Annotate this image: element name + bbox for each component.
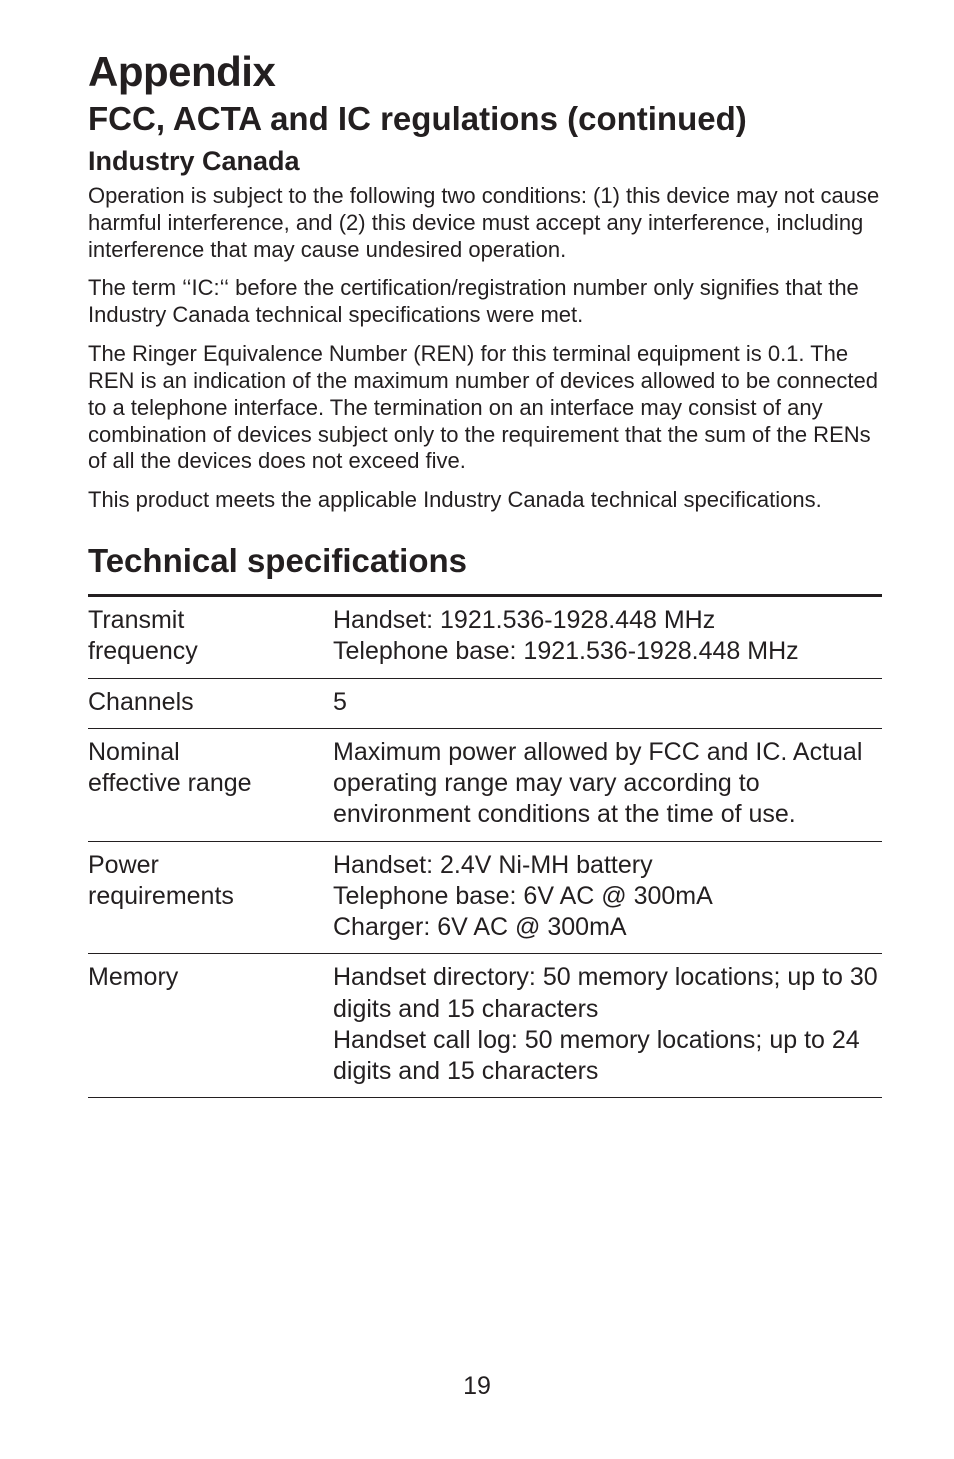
spec-label-text: Power [88, 851, 159, 879]
spec-label: Nominal effective range [88, 728, 333, 841]
spec-value-text: Handset: 2.4V Ni-MH battery [333, 851, 653, 879]
table-row: Nominal effective range Maximum power al… [88, 728, 882, 841]
table-row: Channels 5 [88, 678, 882, 728]
spec-value-text: Handset call log: 50 memory locations; u… [333, 1026, 860, 1085]
paragraph: The Ringer Equivalence Number (REN) for … [88, 341, 882, 475]
spec-value: Handset directory: 50 memory locations; … [333, 954, 882, 1098]
spec-value: 5 [333, 678, 882, 728]
spec-value-text: 5 [333, 688, 347, 716]
table-row: Memory Handset directory: 50 memory loca… [88, 954, 882, 1098]
spec-value-text: Charger: 6V AC @ 300mA [333, 913, 627, 941]
table-row: Transmit frequency Handset: 1921.536-192… [88, 596, 882, 679]
page-title: Appendix [88, 48, 882, 96]
spec-label: Transmit frequency [88, 596, 333, 679]
page: Appendix FCC, ACTA and IC regulations (c… [0, 0, 954, 1459]
spec-value-text: Handset: 1921.536-1928.448 MHz [333, 606, 715, 634]
spec-label: Power requirements [88, 841, 333, 954]
spec-label-text: Nominal [88, 738, 180, 766]
spec-label-text: effective range [88, 769, 252, 797]
spec-value: Maximum power allowed by FCC and IC. Act… [333, 728, 882, 841]
spec-value-text: Handset directory: 50 memory locations; … [333, 963, 878, 1022]
spec-value-text: Telephone base: 1921.536-1928.448 MHz [333, 637, 799, 665]
spec-value-text: Maximum power allowed by FCC and IC. Act… [333, 738, 862, 829]
page-number: 19 [0, 1372, 954, 1401]
spec-label-text: Channels [88, 688, 194, 716]
spec-label-text: frequency [88, 637, 198, 665]
paragraph: The term ‘‘IC:‘‘ before the certificatio… [88, 275, 882, 329]
paragraph: Operation is subject to the following tw… [88, 183, 882, 263]
page-subtitle: FCC, ACTA and IC regulations (continued) [88, 100, 882, 138]
table-row: Power requirements Handset: 2.4V Ni-MH b… [88, 841, 882, 954]
spec-label: Channels [88, 678, 333, 728]
spec-value: Handset: 2.4V Ni-MH battery Telephone ba… [333, 841, 882, 954]
spec-value: Handset: 1921.536-1928.448 MHz Telephone… [333, 596, 882, 679]
spec-label: Memory [88, 954, 333, 1098]
spec-label-text: Transmit [88, 606, 184, 634]
spec-value-text: Telephone base: 6V AC @ 300mA [333, 882, 713, 910]
spec-label-text: requirements [88, 882, 234, 910]
section-heading-industry-canada: Industry Canada [88, 146, 882, 177]
section-heading-tech-specs: Technical specifications [88, 542, 882, 580]
paragraph: This product meets the applicable Indust… [88, 487, 882, 514]
spec-label-text: Memory [88, 963, 178, 991]
specifications-table: Transmit frequency Handset: 1921.536-192… [88, 594, 882, 1098]
